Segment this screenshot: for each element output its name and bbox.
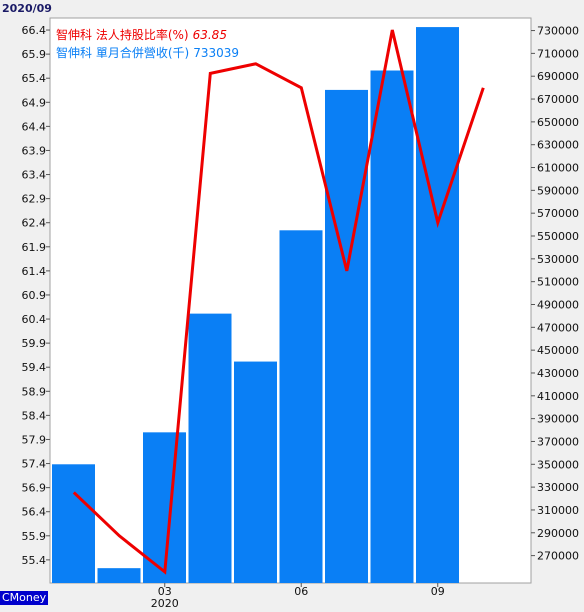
left-tick-label: 58.9 (22, 385, 47, 398)
left-tick-label: 56.9 (22, 482, 47, 495)
right-tick-label: 690000 (537, 70, 579, 83)
right-axis-ticks: 730000 710000 690000 670000 650000 630000 6100… (531, 25, 579, 563)
left-tick-label: 66.4 (22, 24, 47, 37)
left-tick-label: 57.4 (22, 458, 47, 471)
right-tick-label: 310000 (537, 504, 579, 517)
left-tick-label: 65.4 (22, 72, 47, 85)
right-tick-label: 430000 (537, 367, 579, 380)
revenue-bar-2020-08 (370, 70, 414, 583)
right-tick-label: 270000 (537, 550, 579, 563)
right-tick-label: 610000 (537, 162, 579, 175)
left-tick-label: 60.4 (22, 313, 47, 326)
revenue-bar-2020-02 (97, 568, 141, 583)
period-label: 2020/09 (2, 2, 52, 15)
left-tick-label: 62.9 (22, 193, 47, 206)
holding-ratio-polyline (72, 29, 485, 575)
revenue-bars (52, 27, 459, 584)
legend-value: 63.85 (192, 28, 227, 42)
left-tick-label: 55.9 (22, 530, 47, 543)
right-tick-label: 290000 (537, 527, 579, 540)
x-tick-label: 06 (294, 585, 308, 598)
right-tick-label: 450000 (537, 344, 579, 357)
right-tick-label: 670000 (537, 93, 579, 106)
right-tick-label: 650000 (537, 116, 579, 129)
revenue-bar-2020-04 (188, 313, 232, 583)
left-tick-label: 61.4 (22, 265, 47, 278)
left-tick-label: 60.9 (22, 289, 47, 302)
revenue-bar-2020-03 (143, 432, 186, 583)
legend-item-holding-ratio: 智伸科 法人持股比率(%) 63.85 (56, 26, 239, 44)
left-tick-label: 63.4 (22, 169, 47, 182)
revenue-bar-2020-01 (52, 464, 95, 583)
right-tick-label: 390000 (537, 413, 579, 426)
left-tick-label: 59.4 (22, 361, 47, 374)
left-tick-label: 55.4 (22, 554, 47, 567)
left-tick-label: 56.4 (22, 506, 47, 519)
legend-value: 733039 (193, 46, 239, 60)
x-tick-year-label: 2020 (151, 597, 179, 610)
right-tick-label: 490000 (537, 298, 579, 311)
right-tick-label: 710000 (537, 47, 579, 60)
left-tick-label: 63.9 (22, 144, 47, 157)
legend-label: 智伸科 單月合併營收(千) (56, 46, 190, 60)
right-tick-label: 330000 (537, 481, 579, 494)
right-tick-label: 550000 (537, 230, 579, 243)
left-tick-label: 61.9 (22, 241, 47, 254)
left-axis-ticks: 66.4 65.9 65.4 64.9 64.4 63.9 63.4 62.9 62.4 61.9… (22, 24, 50, 567)
legend-item-revenue: 智伸科 單月合併營收(千) 733039 (56, 44, 239, 62)
right-tick-label: 470000 (537, 321, 579, 334)
left-tick-label: 64.9 (22, 96, 47, 109)
cmoney-logo: CMoney (0, 591, 49, 605)
left-tick-label: 58.4 (22, 409, 47, 422)
right-tick-label: 410000 (537, 390, 579, 403)
right-tick-label: 510000 (537, 276, 579, 289)
x-tick-label: 03 (158, 585, 172, 598)
right-tick-label: 530000 (537, 253, 579, 266)
right-tick-label: 350000 (537, 458, 579, 471)
legend-label: 智伸科 法人持股比率(%) (56, 28, 189, 42)
right-tick-label: 590000 (537, 184, 579, 197)
right-tick-label: 730000 (537, 25, 579, 38)
revenue-bar-2020-09 (416, 27, 459, 584)
legend: 智伸科 法人持股比率(%) 63.85 智伸科 單月合併營收(千) 733039 (56, 26, 239, 62)
left-tick-label: 64.4 (22, 120, 47, 133)
right-tick-label: 370000 (537, 435, 579, 448)
right-tick-label: 570000 (537, 207, 579, 220)
right-tick-label: 630000 (537, 139, 579, 152)
holding-ratio-line (72, 29, 485, 575)
left-tick-label: 65.9 (22, 48, 47, 61)
revenue-bar-2020-07 (325, 89, 368, 583)
revenue-bar-2020-05 (234, 361, 277, 583)
left-tick-label: 59.9 (22, 337, 47, 350)
left-tick-label: 62.4 (22, 217, 47, 230)
revenue-bar-2020-06 (279, 230, 323, 583)
x-tick-label: 09 (431, 585, 445, 598)
left-tick-label: 57.9 (22, 433, 47, 446)
